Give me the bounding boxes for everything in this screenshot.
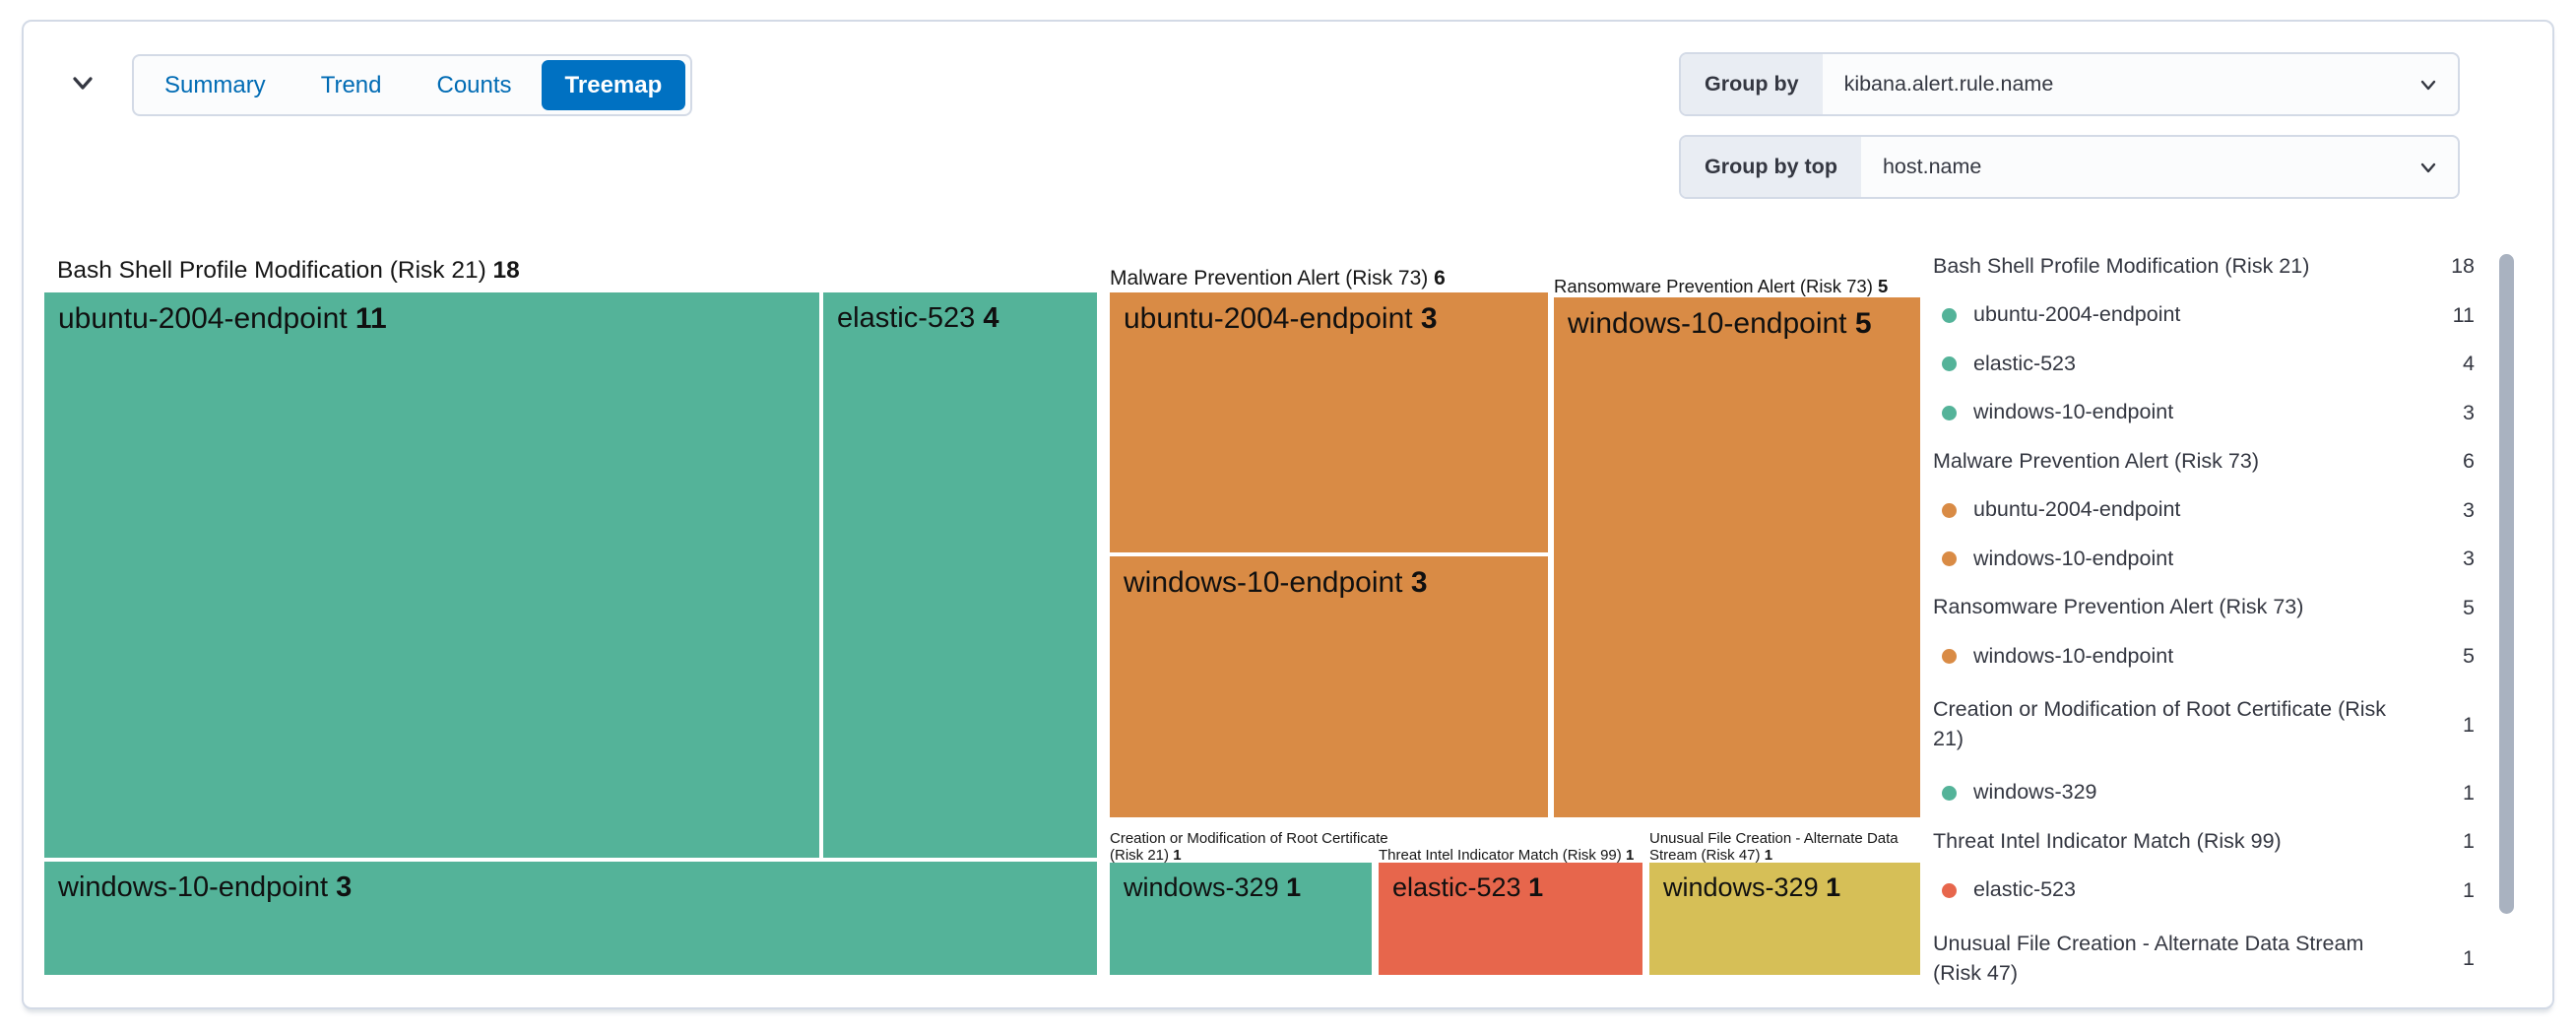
legend-group-row[interactable]: Unusual File Creation - Alternate Data S… xyxy=(1933,915,2475,1002)
legend-item-row[interactable]: ubuntu-2004-endpoint 11 xyxy=(1933,291,2475,341)
treemap-tile[interactable]: ubuntu-2004-endpoint 11 xyxy=(44,292,819,858)
legend-value: 3 xyxy=(2463,400,2475,424)
tab-counts[interactable]: Counts xyxy=(410,56,540,114)
treemap-tile[interactable]: windows-329 1 xyxy=(1649,863,1920,975)
group-by-value: kibana.alert.rule.name xyxy=(1843,72,2054,96)
legend-value: 11 xyxy=(2452,302,2475,327)
legend-value: 1 xyxy=(2463,946,2475,970)
legend-label: elastic-523 xyxy=(1973,877,2076,902)
legend-label: windows-10-endpoint xyxy=(1973,546,2174,570)
legend-label: Threat Intel Indicator Match (Risk 99) xyxy=(1933,828,2282,853)
legend-color-dot xyxy=(1942,502,1957,518)
tab-summary[interactable]: Summary xyxy=(137,56,293,114)
treemap-tile[interactable]: ubuntu-2004-endpoint 3 xyxy=(1110,292,1548,552)
legend-value: 4 xyxy=(2463,352,2475,376)
group-by-top-select[interactable]: Group by top host.name xyxy=(1679,135,2460,199)
legend-label: Ransomware Prevention Alert (Risk 73) xyxy=(1933,595,2304,619)
legend-value: 1 xyxy=(2463,780,2475,805)
legend-label: Creation or Modification of Root Certifi… xyxy=(1933,697,2387,750)
legend-item-row[interactable]: windows-10-endpoint 3 xyxy=(1933,535,2475,584)
legend-value: 6 xyxy=(2463,449,2475,474)
tab-treemap[interactable]: Treemap xyxy=(541,60,686,110)
legend-item-row[interactable]: windows-10-endpoint 3 xyxy=(1933,389,2475,438)
legend-item-row[interactable]: windows-10-endpoint 5 xyxy=(1933,632,2475,681)
legend-label: ubuntu-2004-endpoint xyxy=(1973,497,2181,522)
treemap-tile[interactable]: windows-10-endpoint 5 xyxy=(1554,297,1920,817)
group-by-select[interactable]: Group by kibana.alert.rule.name xyxy=(1679,52,2460,116)
legend-color-dot xyxy=(1942,551,1957,567)
legend-item-row[interactable]: elastic-523 4 xyxy=(1933,340,2475,389)
legend-group-row[interactable]: Threat Intel Indicator Match (Risk 99) 1 xyxy=(1933,817,2475,867)
collapse-section-button[interactable] xyxy=(61,61,104,104)
legend-label: elastic-523 xyxy=(1973,351,2076,375)
chevron-down-icon xyxy=(2415,154,2442,181)
treemap-tile[interactable]: elastic-523 4 xyxy=(823,292,1097,858)
legend-scrollbar-thumb[interactable] xyxy=(2499,254,2514,914)
legend-label: Bash Shell Profile Modification (Risk 21… xyxy=(1933,253,2310,278)
treemap-group-label: Creation or Modification of Root Certifi… xyxy=(1110,830,1388,865)
legend-item-row[interactable]: ubuntu-2004-endpoint 3 xyxy=(1933,486,2475,536)
chevron-down-icon xyxy=(66,66,99,99)
legend-value: 18 xyxy=(2451,254,2475,279)
legend-color-dot xyxy=(1942,785,1957,801)
legend-label: windows-329 xyxy=(1973,780,2097,805)
treemap-group-label: Unusual File Creation - Alternate Data S… xyxy=(1649,830,1899,865)
legend-value: 5 xyxy=(2463,595,2475,619)
treemap-legend: Bash Shell Profile Modification (Risk 21… xyxy=(1933,242,2475,1002)
legend-value: 3 xyxy=(2463,497,2475,522)
legend-group-row[interactable]: Ransomware Prevention Alert (Risk 73) 5 xyxy=(1933,584,2475,633)
legend-color-dot xyxy=(1942,649,1957,665)
treemap-group-label: Bash Shell Profile Modification (Risk 21… xyxy=(57,257,520,284)
treemap-tile[interactable]: windows-10-endpoint 3 xyxy=(44,862,1097,975)
view-selector-button-group: Summary Trend Counts Treemap xyxy=(132,54,693,116)
legend-value: 3 xyxy=(2463,547,2475,571)
legend-color-dot xyxy=(1942,307,1957,323)
chevron-down-icon xyxy=(2415,71,2442,98)
legend-color-dot xyxy=(1942,356,1957,372)
treemap-tile[interactable]: windows-329 1 xyxy=(1110,863,1372,975)
treemap-group-label: Malware Prevention Alert (Risk 73) 6 xyxy=(1110,267,1446,290)
treemap-tile[interactable]: elastic-523 1 xyxy=(1379,863,1642,975)
group-by-label: Group by xyxy=(1681,54,1823,114)
legend-value: 1 xyxy=(2463,877,2475,902)
treemap-group-label: Threat Intel Indicator Match (Risk 99) 1 xyxy=(1379,847,1635,864)
treemap-group-label: Ransomware Prevention Alert (Risk 73) 5 xyxy=(1554,276,1889,296)
legend-value: 5 xyxy=(2463,644,2475,669)
group-by-top-label: Group by top xyxy=(1681,137,1861,197)
tab-trend[interactable]: Trend xyxy=(293,56,410,114)
legend-label: windows-10-endpoint xyxy=(1973,400,2174,424)
legend-item-row[interactable]: windows-329 1 xyxy=(1933,769,2475,818)
group-by-top-value: host.name xyxy=(1882,155,1982,178)
legend-value: 1 xyxy=(2463,712,2475,737)
treemap-tile[interactable]: windows-10-endpoint 3 xyxy=(1110,556,1548,817)
legend-color-dot xyxy=(1942,882,1957,898)
legend-label: ubuntu-2004-endpoint xyxy=(1973,302,2181,327)
legend-value: 1 xyxy=(2463,829,2475,854)
legend-group-row[interactable]: Bash Shell Profile Modification (Risk 21… xyxy=(1933,242,2475,291)
legend-item-row[interactable]: elastic-523 1 xyxy=(1933,867,2475,916)
legend-label: Malware Prevention Alert (Risk 73) xyxy=(1933,448,2259,473)
legend-label: Unusual File Creation - Alternate Data S… xyxy=(1933,931,2364,985)
legend-group-row[interactable]: Malware Prevention Alert (Risk 73) 6 xyxy=(1933,437,2475,486)
legend-color-dot xyxy=(1942,405,1957,420)
legend-group-row[interactable]: Creation or Modification of Root Certifi… xyxy=(1933,681,2475,769)
legend-label: windows-10-endpoint xyxy=(1973,643,2174,668)
